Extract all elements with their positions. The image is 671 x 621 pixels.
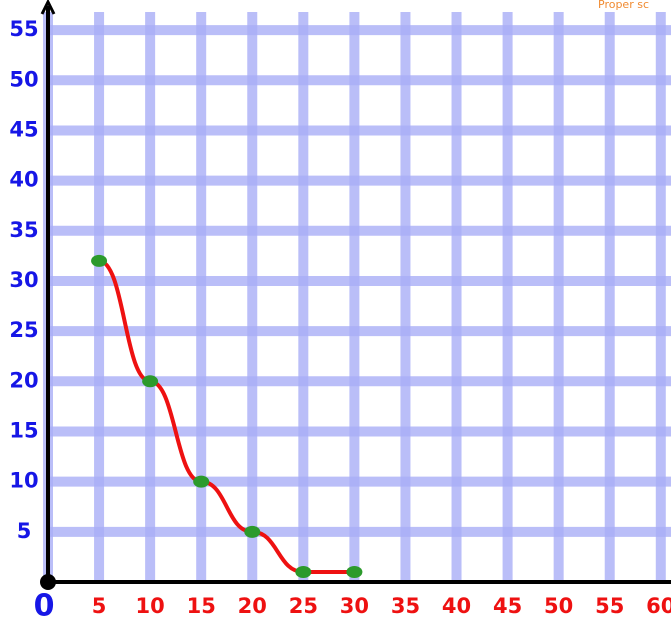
point	[244, 526, 260, 538]
y-tick-label: 50	[9, 67, 38, 91]
y-tick-label: 35	[9, 218, 38, 242]
chart: Proper sc 0 5 10 15 20 25 30 35 40 45 50 55 60 5 10 15 2…	[0, 0, 671, 621]
point	[142, 375, 158, 387]
point	[346, 566, 362, 578]
x-tick-label: 25	[289, 594, 318, 618]
x-tick-label: 55	[595, 594, 624, 618]
x-tick-label: 5	[92, 594, 107, 618]
point	[295, 566, 311, 578]
x-tick-label: 60	[646, 594, 671, 618]
annotation: Proper sc	[598, 0, 649, 11]
y-tick-label: 10	[9, 469, 38, 493]
y-tick-label: 20	[9, 368, 38, 392]
y-tick-label: 40	[9, 168, 38, 192]
x-tick-label: 10	[136, 594, 165, 618]
x-tick-label: 0	[34, 589, 55, 621]
x-tick-label: 50	[544, 594, 573, 618]
point	[193, 476, 209, 488]
x-tick-label: 40	[442, 594, 471, 618]
x-tick-label: 20	[238, 594, 267, 618]
y-tick-label: 55	[9, 17, 38, 41]
point	[91, 255, 107, 267]
y-tick-label: 45	[9, 117, 38, 141]
x-tick-label: 45	[493, 594, 522, 618]
x-tick-label: 35	[391, 594, 420, 618]
x-tick-label: 30	[340, 594, 369, 618]
x-tick-label: 15	[187, 594, 216, 618]
fit-curve	[99, 261, 354, 572]
y-tick-label: 5	[17, 519, 32, 543]
y-tick-label: 25	[9, 318, 38, 342]
y-tick-label: 15	[9, 418, 38, 442]
page: {"chart_data": {"type": "scatter", "anno…	[0, 0, 671, 621]
y-tick-label: 30	[9, 268, 38, 292]
